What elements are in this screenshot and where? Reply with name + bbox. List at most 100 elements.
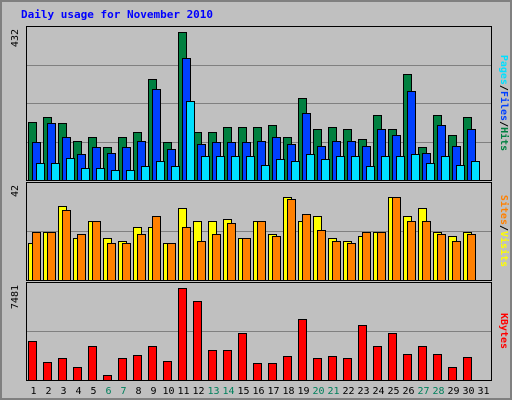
bar-pages-day-23 <box>366 166 375 181</box>
bar-sites-day-11 <box>182 227 191 281</box>
bar-kbytes-day-21 <box>328 356 337 381</box>
x-tick-day-17: 17 <box>267 386 279 397</box>
x-tick-day-14: 14 <box>222 386 234 397</box>
bar-pages-day-10 <box>171 166 180 181</box>
x-tick-day-25: 25 <box>387 386 399 397</box>
legend-separator: / <box>498 85 509 91</box>
x-tick-day-4: 4 <box>75 386 81 397</box>
bar-sites-day-4 <box>77 234 86 281</box>
bar-pages-day-3 <box>66 158 75 181</box>
max-label-kbytes: 7481 <box>10 285 21 309</box>
x-tick-day-27: 27 <box>417 386 429 397</box>
bar-kbytes-day-2 <box>43 362 52 381</box>
x-tick-day-23: 23 <box>357 386 369 397</box>
bar-sites-day-22 <box>347 243 356 281</box>
bar-kbytes-day-5 <box>88 346 97 381</box>
bar-kbytes-day-25 <box>388 333 397 381</box>
max-label-hits-files-pages: 432 <box>10 29 21 47</box>
legend-entry-sites: Sites <box>498 195 510 225</box>
x-tick-day-2: 2 <box>45 386 51 397</box>
bar-pages-day-12 <box>201 156 210 181</box>
x-tick-day-9: 9 <box>150 386 156 397</box>
bar-sites-day-14 <box>227 223 236 281</box>
x-tick-day-31: 31 <box>477 386 489 397</box>
x-tick-day-20: 20 <box>312 386 324 397</box>
bar-sites-day-15 <box>242 238 251 281</box>
x-tick-day-13: 13 <box>207 386 219 397</box>
bar-sites-day-5 <box>92 221 101 281</box>
bar-kbytes-day-16 <box>253 363 262 381</box>
bar-pages-day-4 <box>81 168 90 181</box>
x-tick-day-12: 12 <box>192 386 204 397</box>
bar-kbytes-day-23 <box>358 325 367 381</box>
bar-pages-day-13 <box>216 156 225 181</box>
bar-kbytes-day-29 <box>448 367 457 381</box>
bar-sites-day-27 <box>422 221 431 281</box>
bar-kbytes-day-24 <box>373 346 382 381</box>
x-tick-day-10: 10 <box>162 386 174 397</box>
legend-entry-files: Files <box>498 91 510 121</box>
bar-pages-day-6 <box>111 170 120 181</box>
bar-pages-day-17 <box>276 159 285 181</box>
bar-pages-day-26 <box>411 154 420 181</box>
bar-kbytes-day-18 <box>283 356 292 381</box>
x-tick-day-11: 11 <box>177 386 189 397</box>
bar-sites-day-10 <box>167 243 176 281</box>
bar-sites-day-7 <box>122 243 131 281</box>
bar-kbytes-day-9 <box>148 346 157 381</box>
x-tick-day-16: 16 <box>252 386 264 397</box>
bar-kbytes-day-4 <box>73 367 82 381</box>
bar-sites-day-26 <box>407 221 416 281</box>
x-tick-day-26: 26 <box>402 386 414 397</box>
bar-sites-day-20 <box>317 230 326 281</box>
bar-kbytes-day-17 <box>268 363 277 381</box>
bar-kbytes-day-11 <box>178 288 187 381</box>
bar-sites-day-30 <box>467 234 476 281</box>
bar-kbytes-day-27 <box>418 346 427 381</box>
x-tick-day-8: 8 <box>135 386 141 397</box>
bar-pages-day-8 <box>141 166 150 181</box>
bar-sites-day-12 <box>197 241 206 281</box>
bar-sites-day-6 <box>107 243 116 281</box>
x-tick-day-22: 22 <box>342 386 354 397</box>
bar-sites-day-1 <box>32 232 41 281</box>
x-tick-day-5: 5 <box>90 386 96 397</box>
bar-pages-day-19 <box>306 154 315 181</box>
legend-entry-visits: Visits <box>498 231 510 267</box>
bar-pages-day-27 <box>426 163 435 181</box>
bar-sites-day-29 <box>452 241 461 281</box>
bar-sites-day-23 <box>362 232 371 281</box>
bar-pages-day-30 <box>471 161 480 181</box>
bar-kbytes-day-10 <box>163 361 172 381</box>
bar-sites-day-25 <box>392 197 401 281</box>
bar-kbytes-day-15 <box>238 333 247 381</box>
bar-kbytes-day-30 <box>463 357 472 381</box>
bar-pages-day-24 <box>381 156 390 181</box>
bar-sites-day-24 <box>377 232 386 281</box>
legend-entry-pages: Pages <box>498 55 509 85</box>
legend-entry-kbytes: KBytes <box>498 313 509 349</box>
x-tick-day-3: 3 <box>60 386 66 397</box>
chart-title: Daily usage for November 2010 <box>21 8 214 21</box>
bar-kbytes-day-13 <box>208 350 217 381</box>
bar-kbytes-day-14 <box>223 350 232 381</box>
x-tick-day-28: 28 <box>432 386 444 397</box>
x-tick-day-6: 6 <box>105 386 111 397</box>
bar-sites-day-21 <box>332 241 341 281</box>
bar-pages-day-28 <box>441 156 450 181</box>
legend-kbytes: KBytes <box>498 313 509 349</box>
x-tick-day-29: 29 <box>447 386 459 397</box>
x-tick-day-18: 18 <box>282 386 294 397</box>
bar-pages-day-22 <box>351 156 360 181</box>
bar-pages-day-18 <box>291 161 300 181</box>
bar-kbytes-day-22 <box>343 358 352 381</box>
bar-pages-day-25 <box>396 156 405 181</box>
bar-sites-day-8 <box>137 234 146 281</box>
bar-sites-day-17 <box>272 236 281 281</box>
bar-pages-day-11 <box>186 101 195 181</box>
x-tick-day-30: 30 <box>462 386 474 397</box>
bar-kbytes-day-3 <box>58 358 67 381</box>
x-tick-day-7: 7 <box>120 386 126 397</box>
bar-pages-day-9 <box>156 161 165 181</box>
